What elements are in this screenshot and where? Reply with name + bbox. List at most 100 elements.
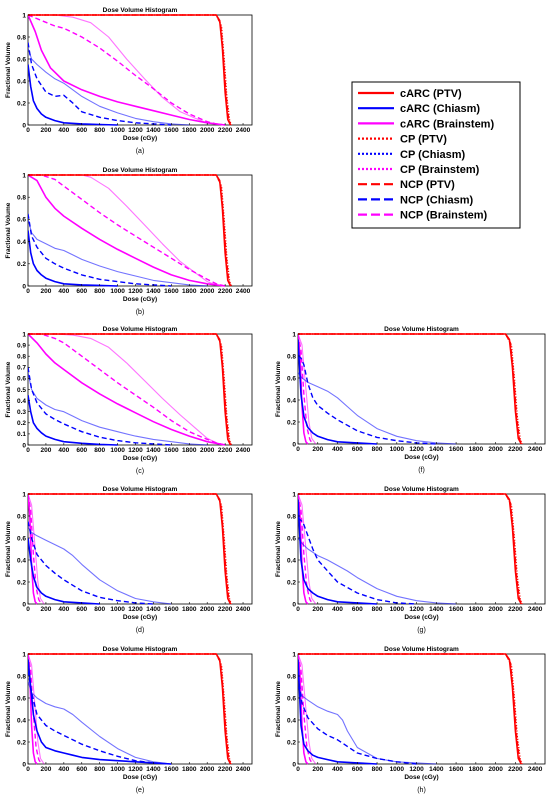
y-tick-label: 0.8 <box>287 353 296 360</box>
legend-label: NCP (Chiasm) <box>400 194 473 206</box>
legend-label: cARC (PTV) <box>400 88 462 100</box>
x-tick-label: 1000 <box>110 766 125 773</box>
dvh-curve <box>28 219 208 287</box>
y-tick-label: 0.8 <box>17 673 26 680</box>
series-group <box>28 653 233 765</box>
plot-frame <box>27 174 253 287</box>
x-tick-label: 1400 <box>146 606 161 613</box>
x-tick-label: 0 <box>296 766 300 773</box>
plot-frame <box>297 333 546 445</box>
dvh-curve <box>28 333 226 446</box>
x-tick-label: 2400 <box>528 766 543 773</box>
y-tick-label: 0 <box>292 441 296 448</box>
y-axis-label: Fractional Volume <box>275 681 282 737</box>
x-tick-label: 800 <box>372 446 383 453</box>
dvh-curve <box>28 333 226 446</box>
dvh-curve <box>28 174 232 287</box>
dvh-curve <box>28 64 118 126</box>
dvh-curve <box>28 681 172 765</box>
x-tick-label: 1000 <box>110 447 125 454</box>
dvh-panel-c: 0 200 400 600 800 1000 1200 1400 1600 1800 2000 220… <box>5 326 253 475</box>
y-tick-label: 0 <box>22 283 26 290</box>
y-tick-label: 0.4 <box>17 398 26 405</box>
x-tick-label: 1800 <box>182 288 197 295</box>
x-tick-label: 1000 <box>390 606 405 613</box>
dvh-curve <box>298 493 309 605</box>
y-tick-label: 0 <box>22 761 26 768</box>
dvh-curve <box>28 394 118 446</box>
y-tick-label: 0.4 <box>287 557 296 564</box>
x-tick-label: 1800 <box>469 446 484 453</box>
x-axis-label: Dose (cGy) <box>123 614 157 621</box>
y-tick-label: 0.7 <box>17 365 26 372</box>
dvh-curve <box>298 333 317 445</box>
legend-label: CP (Chiasm) <box>400 149 466 161</box>
plot-frame <box>27 493 253 605</box>
legend-box <box>351 81 521 229</box>
x-tick-label: 1000 <box>110 127 125 134</box>
dvh-curve <box>28 174 226 287</box>
dvh-curve <box>28 42 172 126</box>
dvh-curve <box>298 653 314 765</box>
x-tick-label: 600 <box>352 446 363 453</box>
dvh-curve <box>28 521 154 605</box>
series-group <box>298 333 523 445</box>
x-tick-label: 800 <box>94 127 105 134</box>
x-tick-label: 2400 <box>236 127 251 134</box>
dvh-curve <box>28 14 226 126</box>
dvh-curve <box>298 493 314 605</box>
x-tick-label: 1600 <box>449 606 464 613</box>
dvh-curve <box>298 493 523 605</box>
dvh-curve <box>298 333 523 445</box>
y-axis-label: Fractional Volume <box>5 361 12 417</box>
x-tick-label: 1200 <box>128 288 143 295</box>
plot-frame <box>297 493 546 605</box>
dvh-panel-g: 0 200 400 600 800 1000 1200 1400 1600 1800 2000 220… <box>275 486 546 634</box>
x-tick-label: 400 <box>332 766 343 773</box>
dvh-curve <box>28 372 208 446</box>
x-tick-label: 400 <box>58 606 69 613</box>
legend-item: CP (Chiasm) <box>358 149 466 161</box>
chart-title: Dose Volume Histogram <box>384 646 459 653</box>
x-tick-label: 600 <box>352 606 363 613</box>
x-tick-label: 400 <box>58 127 69 134</box>
dvh-curve <box>28 174 226 287</box>
dvh-curve <box>298 339 378 445</box>
x-tick-label: 200 <box>40 447 51 454</box>
x-tick-label: 1200 <box>128 447 143 454</box>
x-tick-label: 1600 <box>449 766 464 773</box>
x-tick-label: 1000 <box>390 766 405 773</box>
y-tick-label: 0.2 <box>17 739 26 746</box>
plot-frame <box>27 14 253 126</box>
x-tick-label: 800 <box>94 288 105 295</box>
dvh-curve <box>28 14 233 126</box>
dvh-curve <box>28 367 172 446</box>
dvh-curve <box>28 333 226 446</box>
legend-item: NCP (Brainstem) <box>358 210 488 222</box>
y-tick-label: 0.8 <box>17 195 26 202</box>
panel-caption: (h) <box>417 787 426 794</box>
y-axis-label: Fractional Volume <box>5 42 12 98</box>
chart-title: Dose Volume Histogram <box>384 486 459 493</box>
y-tick-label: 0.2 <box>17 261 26 268</box>
x-tick-label: 600 <box>76 127 87 134</box>
y-tick-label: 0 <box>292 761 296 768</box>
legend-item: cARC (Chiasm) <box>358 103 480 115</box>
x-tick-label: 2200 <box>218 288 233 295</box>
plot-frame <box>27 333 253 446</box>
y-tick-label: 0.6 <box>17 56 26 63</box>
x-tick-label: 2200 <box>508 446 523 453</box>
x-tick-label: 200 <box>312 766 323 773</box>
dvh-curve <box>298 659 378 765</box>
y-tick-label: 0.6 <box>17 535 26 542</box>
y-tick-label: 1 <box>22 12 26 19</box>
panel-caption: (e) <box>136 787 145 794</box>
x-tick-label: 200 <box>312 446 323 453</box>
y-tick-label: 0.2 <box>17 100 26 107</box>
y-tick-label: 1 <box>22 651 26 658</box>
y-tick-label: 1 <box>22 491 26 498</box>
y-tick-label: 1 <box>292 651 296 658</box>
y-tick-label: 0.4 <box>287 397 296 404</box>
x-tick-label: 1600 <box>164 447 179 454</box>
x-tick-label: 2000 <box>488 446 503 453</box>
